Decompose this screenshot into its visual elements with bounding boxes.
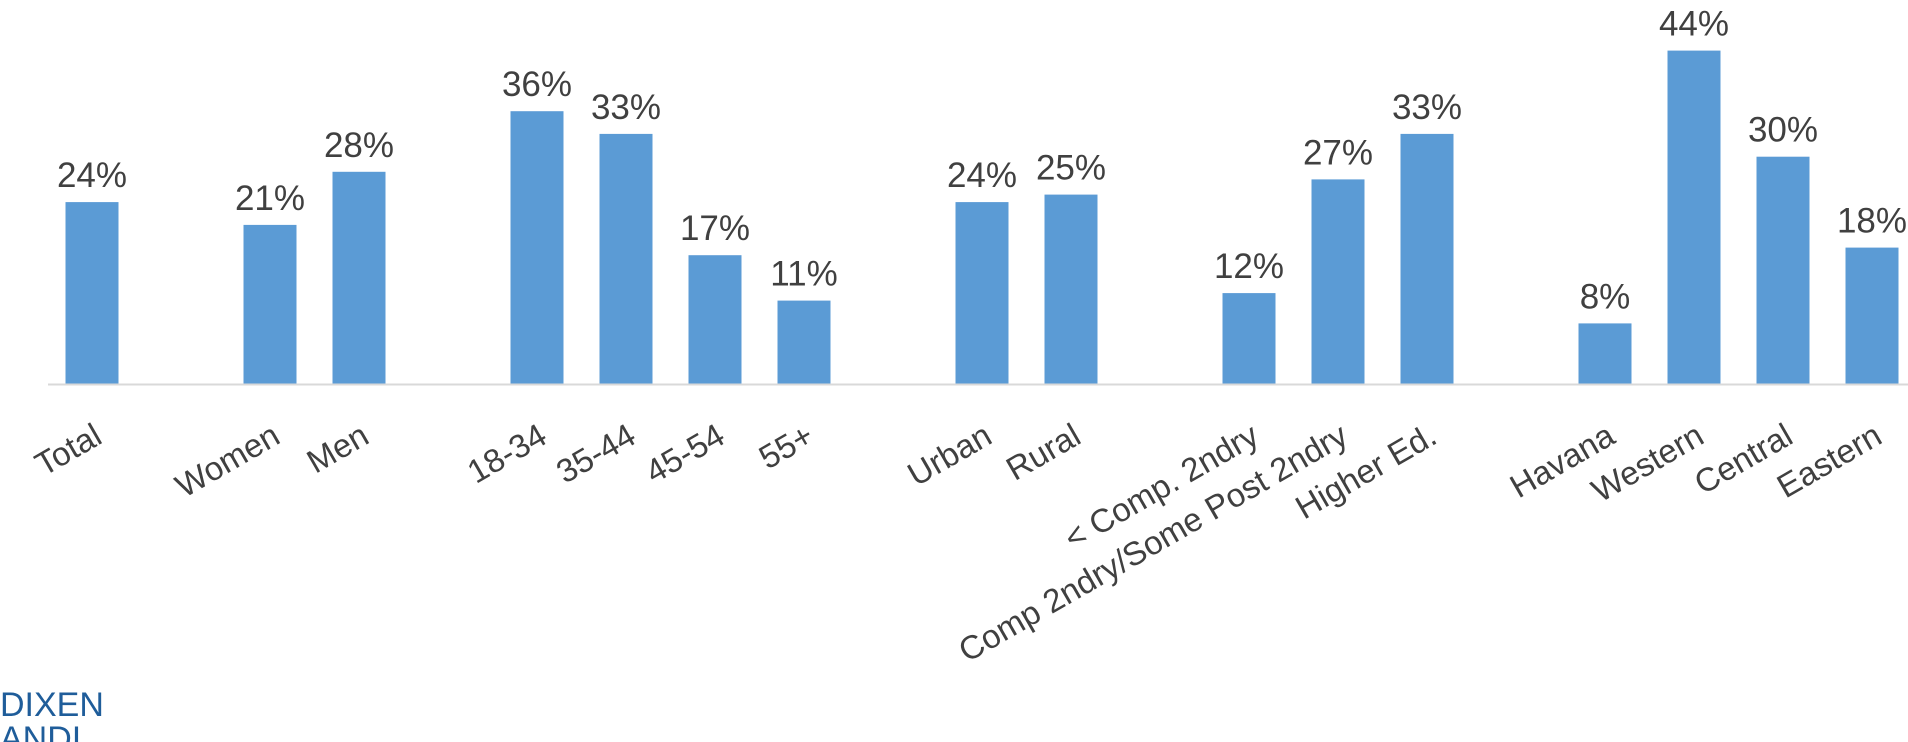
bar-10 — [1311, 179, 1365, 384]
bar-9 — [1222, 293, 1276, 384]
bar-15 — [1845, 247, 1899, 384]
data-label-3: 36% — [502, 65, 572, 104]
category-label-0: Total — [29, 416, 108, 483]
data-label-8: 25% — [1036, 149, 1106, 188]
bar-5 — [688, 255, 742, 384]
category-label-2: Men — [300, 416, 374, 480]
bar-8 — [1044, 194, 1098, 384]
bar-3 — [510, 111, 564, 384]
data-label-12: 8% — [1580, 277, 1631, 316]
bar-14 — [1756, 156, 1810, 384]
category-label-6: 55+ — [753, 416, 820, 476]
data-label-14: 30% — [1748, 111, 1818, 150]
bars-layer — [65, 50, 1899, 384]
bar-1 — [243, 224, 297, 384]
data-label-9: 12% — [1214, 247, 1284, 286]
bar-7 — [955, 202, 1009, 384]
bar-4 — [599, 133, 653, 384]
bar-0 — [65, 202, 119, 384]
bar-11 — [1400, 133, 1454, 384]
data-label-2: 28% — [324, 126, 394, 165]
logo-line-1: DIXEN — [0, 686, 104, 724]
brand-logo: DIXEN ANDI — [0, 686, 104, 742]
category-label-8: Rural — [1000, 416, 1087, 487]
data-label-5: 17% — [680, 209, 750, 248]
data-label-7: 24% — [947, 156, 1017, 195]
category-label-15: Eastern — [1771, 416, 1888, 505]
data-label-10: 27% — [1303, 133, 1373, 172]
data-label-1: 21% — [235, 179, 305, 218]
bar-6 — [777, 300, 831, 384]
bar-13 — [1667, 50, 1721, 384]
category-label-7: Urban — [901, 416, 997, 493]
value-labels-layer: 24% 21% 28% 36% 33% 17% 11% 24% 25% 12% 27% 33% 8% 44… — [57, 5, 1907, 317]
data-label-11: 33% — [1392, 88, 1462, 127]
category-label-5: 45-54 — [639, 416, 731, 490]
bar-12 — [1578, 323, 1632, 384]
logo-line-2: ANDI — [0, 720, 81, 742]
category-label-4: 35-44 — [550, 416, 642, 490]
data-label-15: 18% — [1837, 202, 1907, 241]
data-label-13: 44% — [1659, 5, 1729, 44]
data-label-0: 24% — [57, 156, 127, 195]
data-label-4: 33% — [591, 88, 661, 127]
data-label-6: 11% — [770, 255, 837, 294]
category-label-1: Women — [169, 416, 285, 505]
bar-2 — [332, 171, 386, 384]
category-label-3: 18-34 — [461, 416, 553, 490]
